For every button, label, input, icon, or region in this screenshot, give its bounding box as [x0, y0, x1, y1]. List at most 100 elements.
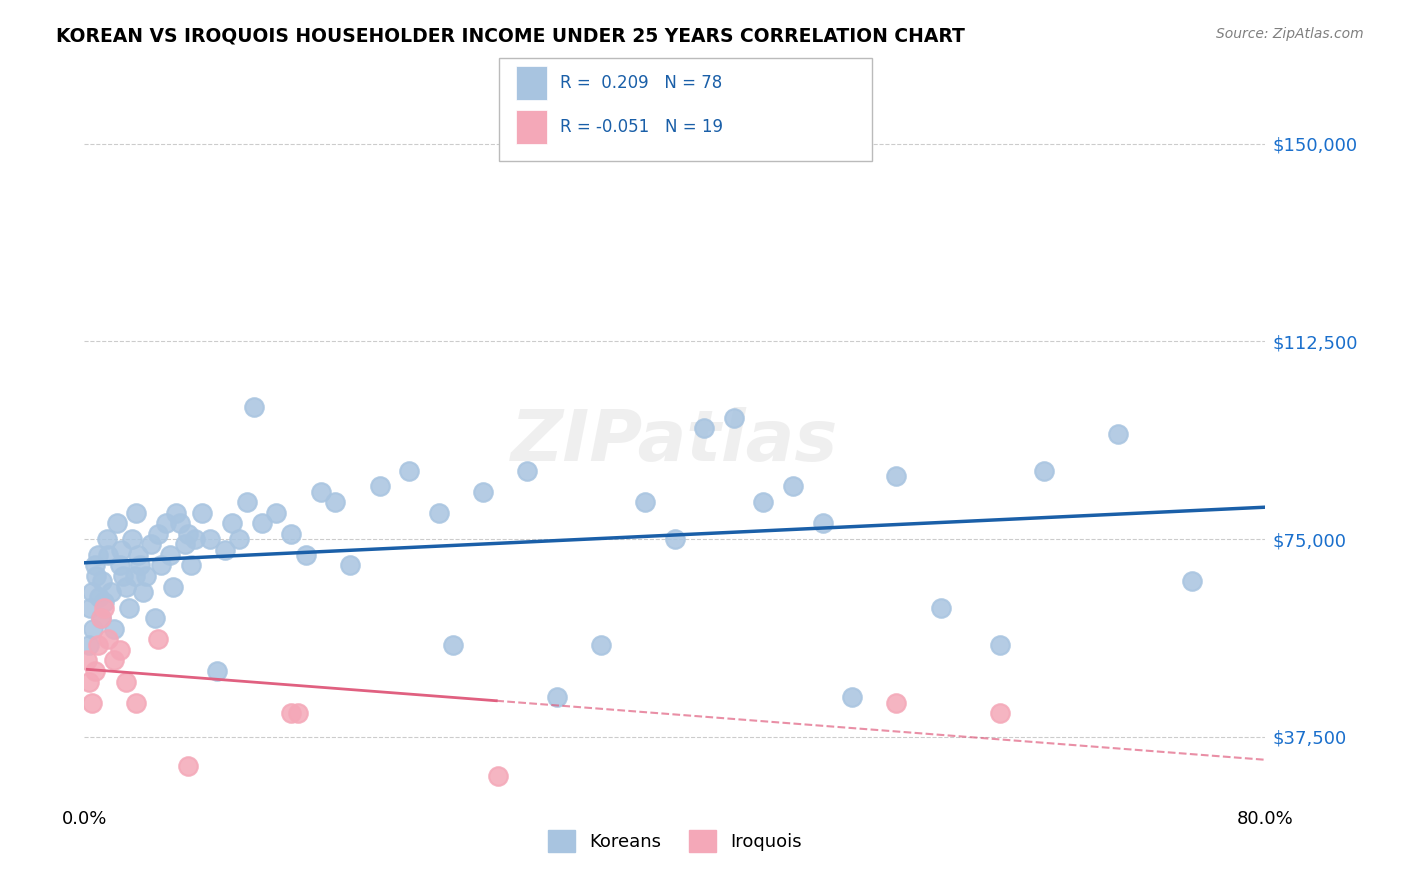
Point [177, 526, 200, 541]
Point [83, 558, 105, 573]
Point [236, 495, 259, 509]
Point [988, 706, 1011, 720]
Text: ZIPatlas: ZIPatlas [512, 407, 838, 476]
Text: KOREAN VS IROQUOIS HOUSEHOLDER INCOME UNDER 25 YEARS CORRELATION CHART: KOREAN VS IROQUOIS HOUSEHOLDER INCOME UN… [56, 27, 965, 45]
Point [125, 696, 148, 710]
Point [79, 600, 101, 615]
Point [443, 638, 465, 652]
Point [782, 479, 804, 493]
Point [250, 516, 273, 531]
Point [150, 558, 173, 573]
Point [111, 569, 134, 583]
Point [723, 410, 745, 425]
Point [752, 495, 775, 509]
Point [472, 484, 495, 499]
Point [664, 532, 686, 546]
Point [243, 401, 266, 415]
Point [118, 600, 141, 615]
Point [165, 506, 187, 520]
Point [139, 537, 162, 551]
Point [886, 468, 908, 483]
Point [143, 611, 166, 625]
Point [110, 542, 132, 557]
Point [129, 558, 152, 573]
Point [228, 532, 250, 546]
Point [173, 537, 195, 551]
Point [162, 580, 184, 594]
Text: R =  0.209   N = 78: R = 0.209 N = 78 [560, 74, 721, 92]
Point [325, 495, 347, 509]
Point [96, 532, 118, 546]
Point [103, 622, 125, 636]
Point [87, 590, 111, 604]
Point [309, 484, 332, 499]
Point [84, 569, 107, 583]
Point [693, 421, 716, 435]
Point [121, 532, 143, 546]
Point [214, 542, 236, 557]
Point [114, 674, 136, 689]
Point [135, 569, 157, 583]
Point [159, 548, 181, 562]
Point [280, 706, 302, 720]
Point [546, 690, 568, 705]
Point [221, 516, 243, 531]
Point [90, 611, 112, 625]
Point [90, 611, 112, 625]
Point [148, 526, 170, 541]
Point [127, 548, 149, 562]
Point [287, 706, 309, 720]
Point [280, 526, 302, 541]
Point [368, 479, 391, 493]
Point [988, 638, 1011, 652]
Point [83, 664, 105, 678]
Point [427, 506, 450, 520]
Point [180, 558, 202, 573]
Legend: Koreans, Iroquois: Koreans, Iroquois [541, 822, 808, 859]
Point [86, 548, 108, 562]
Point [148, 632, 170, 647]
Point [1033, 464, 1056, 478]
Point [184, 532, 207, 546]
Point [93, 595, 115, 609]
Point [108, 558, 131, 573]
Point [82, 622, 104, 636]
Point [1181, 574, 1204, 589]
Point [266, 506, 288, 520]
Point [108, 643, 131, 657]
Point [339, 558, 361, 573]
Point [80, 585, 103, 599]
Point [105, 516, 128, 531]
Point [97, 632, 120, 647]
Point [207, 664, 229, 678]
Point [177, 759, 200, 773]
Point [103, 653, 125, 667]
Point [811, 516, 834, 531]
Point [80, 696, 103, 710]
Point [169, 516, 191, 531]
Point [886, 696, 908, 710]
Point [77, 638, 100, 652]
Point [1107, 426, 1129, 441]
Point [155, 516, 177, 531]
Point [91, 574, 114, 589]
Point [124, 569, 146, 583]
Point [97, 548, 120, 562]
Point [93, 600, 115, 615]
Point [191, 506, 214, 520]
Point [486, 769, 509, 783]
Point [295, 548, 318, 562]
Point [634, 495, 657, 509]
Point [516, 464, 538, 478]
Point [76, 653, 98, 667]
Point [125, 506, 148, 520]
Point [841, 690, 863, 705]
Text: Source: ZipAtlas.com: Source: ZipAtlas.com [1216, 27, 1364, 41]
Point [86, 638, 108, 652]
Point [198, 532, 221, 546]
Point [114, 580, 136, 594]
Point [591, 638, 613, 652]
Point [398, 464, 420, 478]
Point [929, 600, 952, 615]
Text: R = -0.051   N = 19: R = -0.051 N = 19 [560, 118, 723, 136]
